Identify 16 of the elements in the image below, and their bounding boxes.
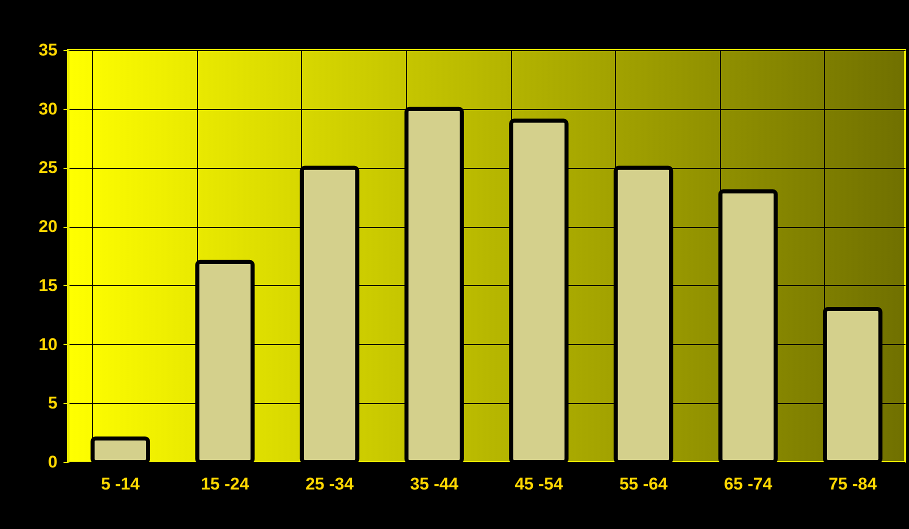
- y-tick-label: 30: [38, 99, 58, 118]
- x-tick-label: 75 -84: [828, 474, 878, 494]
- y-tick-label: 10: [38, 334, 58, 354]
- y-tick-label: 35: [38, 40, 58, 60]
- x-tick-label: 55 -64: [619, 474, 668, 494]
- y-tick-label: 5: [48, 394, 58, 413]
- x-tick-label: 35 -44: [410, 474, 459, 494]
- x-tick-label: 45 -54: [514, 474, 564, 494]
- y-tick-label: 0: [48, 452, 58, 472]
- x-tick-label: 25 -34: [305, 474, 354, 494]
- y-tick-label: 15: [38, 276, 58, 295]
- x-tick-label: 15 -24: [200, 474, 250, 494]
- y-tick-label: 25: [38, 158, 58, 178]
- y-tick-label: 20: [38, 217, 58, 236]
- x-tick-label: 65 -74: [724, 474, 773, 494]
- x-tick-label: 5 -14: [100, 474, 140, 494]
